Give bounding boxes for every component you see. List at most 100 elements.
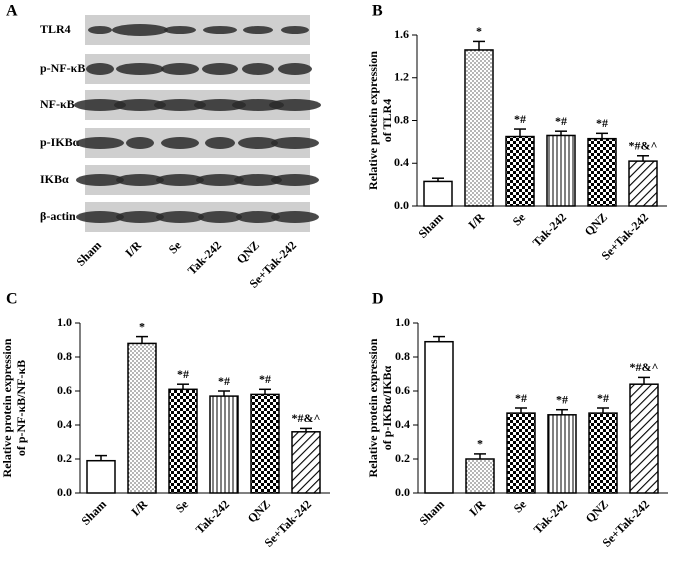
- annotation: *#: [556, 392, 568, 406]
- lane-label: Sham: [73, 238, 104, 269]
- annotation: *#: [596, 116, 608, 130]
- y-tick-label: 0.4: [395, 417, 410, 431]
- bar: [250, 393, 280, 494]
- y-axis-title: Relative protein expression: [366, 338, 380, 477]
- bar: [629, 383, 659, 494]
- panel-label: C: [6, 291, 18, 308]
- bar: [628, 160, 658, 207]
- blot-band: [164, 26, 196, 34]
- annotation: *#: [515, 391, 527, 405]
- blot-band: [198, 211, 242, 223]
- y-axis-title: Relative protein expression: [0, 338, 14, 477]
- y-tick-label: 1.0: [395, 315, 410, 329]
- annotation: *: [139, 319, 145, 333]
- bar: [127, 342, 157, 494]
- blot-band: [271, 211, 319, 223]
- blot-band: [161, 137, 199, 149]
- y-tick-label: 1.6: [394, 27, 409, 41]
- bar: [291, 431, 321, 494]
- blot-band: [154, 99, 206, 111]
- blot-band: [232, 99, 284, 111]
- blot-band: [156, 174, 204, 186]
- blot-band: [202, 63, 238, 75]
- blot-row-label: p-NF-κB: [40, 61, 85, 75]
- bar: [423, 180, 453, 207]
- panel-label: D: [372, 291, 384, 308]
- bar: [464, 49, 494, 207]
- blot-band: [281, 26, 309, 34]
- y-tick-label: 1.0: [57, 315, 72, 329]
- blot-band: [203, 26, 237, 34]
- y-tick-label: 1.2: [394, 70, 409, 84]
- x-tick-label: I/R: [466, 497, 488, 519]
- blot-band: [112, 24, 168, 36]
- annotation: *#&^: [629, 139, 658, 153]
- y-axis-title: Relative protein expression: [366, 51, 380, 190]
- x-tick-label: I/R: [128, 497, 150, 519]
- blot-band: [88, 26, 112, 34]
- annotation: *#: [514, 112, 526, 126]
- bar: [547, 414, 577, 494]
- lane-label: Tak-242: [185, 238, 224, 277]
- bar: [86, 459, 116, 494]
- bar: [168, 388, 198, 494]
- blot-band: [86, 63, 114, 75]
- bar: [465, 458, 495, 494]
- x-tick-label: Se: [173, 497, 192, 516]
- x-tick-label: Tak-242: [531, 497, 570, 536]
- annotation: *#&^: [630, 360, 659, 374]
- blot-row-label: β-actin: [40, 209, 76, 223]
- bar: [209, 395, 239, 494]
- x-tick-label: Sham: [416, 497, 447, 528]
- y-tick-label: 0.4: [57, 417, 72, 431]
- blot-band: [76, 211, 124, 223]
- y-axis-title: of TLR4: [380, 99, 394, 142]
- y-tick-label: 0.4: [394, 155, 409, 169]
- y-axis-title: of p-IKBα/IKBα: [380, 365, 394, 450]
- blot-band: [269, 99, 321, 111]
- annotation: *#: [555, 114, 567, 128]
- blot-band: [243, 26, 273, 34]
- y-tick-label: 0.0: [57, 485, 72, 499]
- panel-label: B: [372, 3, 383, 20]
- blot-row-label: IKBα: [40, 172, 69, 186]
- x-tick-label: Tak-242: [193, 497, 232, 536]
- y-axis-title: of p-NF-κB/NF-κB: [14, 360, 28, 456]
- x-tick-label: Sham: [78, 497, 109, 528]
- annotation: *#: [259, 372, 271, 386]
- blot-band: [114, 99, 166, 111]
- x-tick-label: Se: [510, 210, 529, 229]
- y-tick-label: 0.8: [57, 349, 72, 363]
- y-tick-label: 0.8: [395, 349, 410, 363]
- annotation: *: [477, 437, 483, 451]
- blot-band: [278, 63, 312, 75]
- blot-band: [271, 137, 319, 149]
- blot-band: [236, 211, 280, 223]
- blot-band: [116, 63, 164, 75]
- blot-band: [196, 174, 244, 186]
- y-tick-label: 0.2: [57, 451, 72, 465]
- bar: [588, 412, 618, 494]
- annotation: *#: [177, 367, 189, 381]
- y-tick-label: 0.8: [394, 112, 409, 126]
- lane-label: QNZ: [234, 238, 262, 266]
- x-tick-label: QNZ: [583, 497, 611, 525]
- x-tick-label: Sham: [415, 210, 446, 241]
- y-tick-label: 0.6: [57, 383, 72, 397]
- y-tick-label: 0.6: [395, 383, 410, 397]
- bar: [505, 135, 535, 207]
- blot-band: [76, 137, 124, 149]
- blot-band: [76, 174, 124, 186]
- blot-band: [126, 137, 154, 149]
- annotation: *#: [597, 391, 609, 405]
- annotation: *#&^: [292, 411, 321, 425]
- x-tick-label: I/R: [465, 210, 487, 232]
- bar: [424, 340, 454, 494]
- y-tick-label: 0.2: [395, 451, 410, 465]
- blot-row-label: NF-κB: [40, 97, 75, 111]
- blot-row-label: TLR4: [40, 22, 71, 36]
- blot-band: [242, 63, 274, 75]
- panel-label: A: [6, 3, 18, 20]
- x-tick-label: Se: [511, 497, 530, 516]
